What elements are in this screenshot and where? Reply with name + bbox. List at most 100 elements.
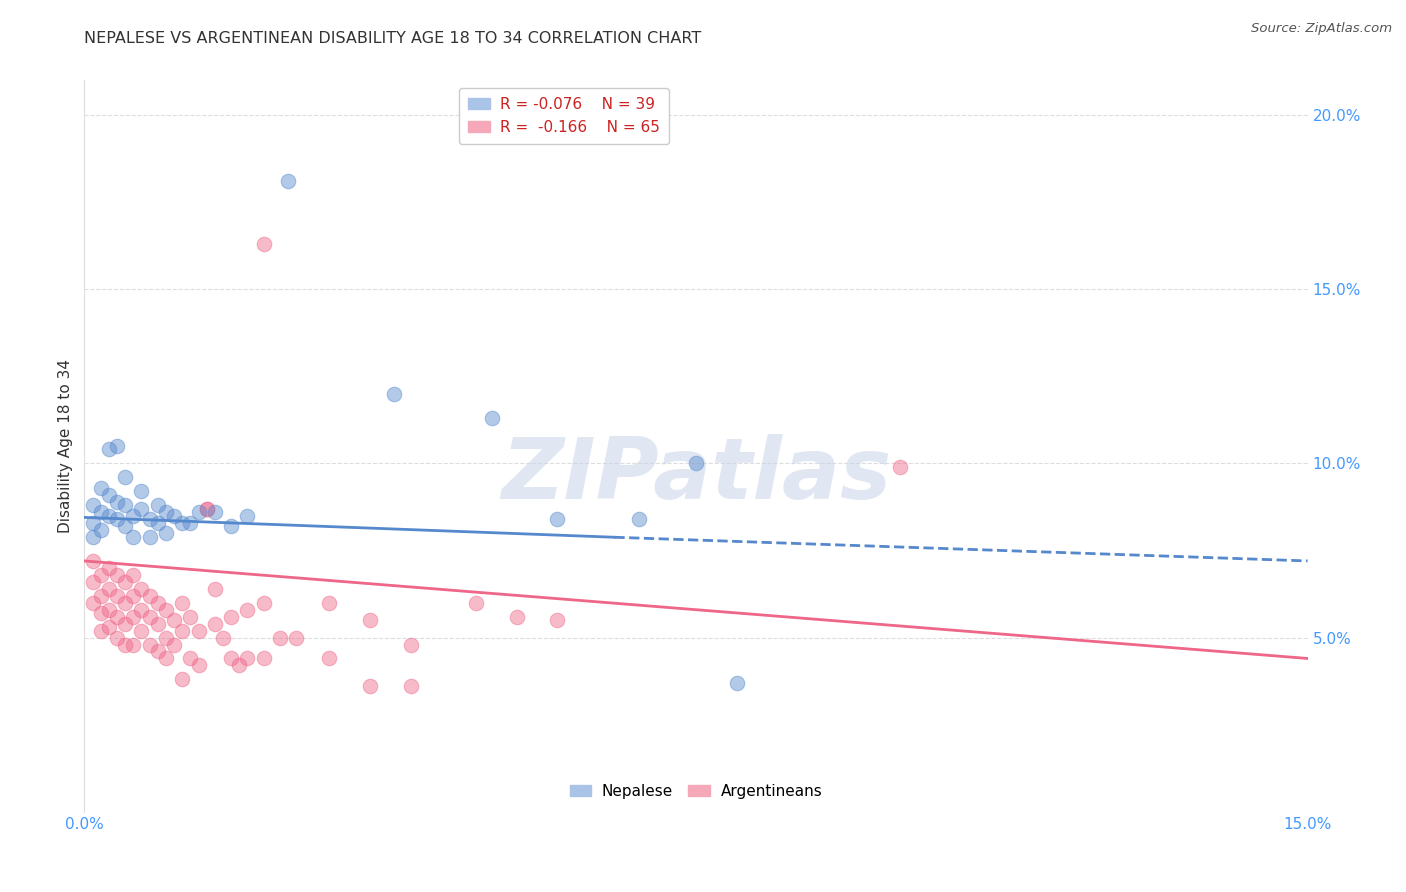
Point — [146, 498, 169, 512]
Point — [82, 530, 104, 544]
Point — [90, 624, 112, 638]
Point — [179, 609, 201, 624]
Point — [204, 582, 226, 596]
Point — [187, 624, 209, 638]
Point — [122, 638, 145, 652]
Point — [114, 574, 136, 589]
Point — [399, 679, 422, 693]
Point — [131, 603, 153, 617]
Text: NEPALESE VS ARGENTINEAN DISABILITY AGE 18 TO 34 CORRELATION CHART: NEPALESE VS ARGENTINEAN DISABILITY AGE 1… — [84, 31, 702, 46]
Point — [138, 530, 160, 544]
Point — [685, 457, 707, 471]
Point — [131, 582, 153, 596]
Point — [219, 519, 242, 533]
Point — [212, 631, 235, 645]
Point — [464, 596, 486, 610]
Point — [219, 651, 242, 665]
Point — [155, 631, 177, 645]
Point — [179, 516, 201, 530]
Point — [172, 624, 194, 638]
Point — [187, 505, 209, 519]
Point — [97, 442, 120, 457]
Point — [82, 554, 104, 568]
Point — [105, 512, 128, 526]
Point — [163, 508, 186, 523]
Point — [97, 603, 120, 617]
Point — [155, 651, 177, 665]
Point — [97, 508, 120, 523]
Point — [253, 596, 276, 610]
Point — [146, 616, 169, 631]
Point — [155, 505, 177, 519]
Point — [82, 574, 104, 589]
Point — [204, 616, 226, 631]
Point — [138, 512, 160, 526]
Point — [359, 679, 381, 693]
Point — [546, 512, 568, 526]
Point — [90, 523, 112, 537]
Point — [146, 596, 169, 610]
Point — [163, 613, 186, 627]
Point — [318, 651, 340, 665]
Point — [172, 596, 194, 610]
Text: Source: ZipAtlas.com: Source: ZipAtlas.com — [1251, 22, 1392, 36]
Y-axis label: Disability Age 18 to 34: Disability Age 18 to 34 — [58, 359, 73, 533]
Point — [105, 439, 128, 453]
Point — [163, 638, 186, 652]
Legend: Nepalese, Argentineans: Nepalese, Argentineans — [564, 778, 828, 805]
Point — [105, 494, 128, 508]
Point — [97, 582, 120, 596]
Point — [122, 567, 145, 582]
Point — [131, 624, 153, 638]
Point — [82, 516, 104, 530]
Point — [236, 651, 259, 665]
Point — [318, 596, 340, 610]
Point — [90, 505, 112, 519]
Point — [219, 609, 242, 624]
Point — [114, 498, 136, 512]
Point — [122, 508, 145, 523]
Point — [236, 508, 259, 523]
Point — [204, 505, 226, 519]
Point — [105, 631, 128, 645]
Point — [359, 613, 381, 627]
Point — [399, 638, 422, 652]
Point — [131, 484, 153, 499]
Point — [481, 411, 503, 425]
Point — [114, 519, 136, 533]
Point — [187, 658, 209, 673]
Point — [82, 498, 104, 512]
Point — [155, 526, 177, 541]
Point — [122, 609, 145, 624]
Point — [114, 470, 136, 484]
Point — [195, 501, 218, 516]
Point — [90, 567, 112, 582]
Point — [285, 631, 308, 645]
Point — [146, 516, 169, 530]
Point — [114, 638, 136, 652]
Point — [253, 651, 276, 665]
Point — [105, 609, 128, 624]
Point — [138, 589, 160, 603]
Point — [97, 488, 120, 502]
Point — [172, 673, 194, 687]
Point — [90, 589, 112, 603]
Point — [172, 516, 194, 530]
Point — [90, 606, 112, 620]
Point — [122, 530, 145, 544]
Point — [269, 631, 291, 645]
Point — [505, 609, 527, 624]
Point — [97, 620, 120, 634]
Point — [277, 174, 299, 188]
Point — [90, 481, 112, 495]
Point — [105, 567, 128, 582]
Text: ZIPatlas: ZIPatlas — [501, 434, 891, 516]
Point — [105, 589, 128, 603]
Point — [138, 609, 160, 624]
Point — [195, 501, 218, 516]
Point — [155, 603, 177, 617]
Point — [889, 459, 911, 474]
Point — [122, 589, 145, 603]
Point — [725, 676, 748, 690]
Point — [236, 603, 259, 617]
